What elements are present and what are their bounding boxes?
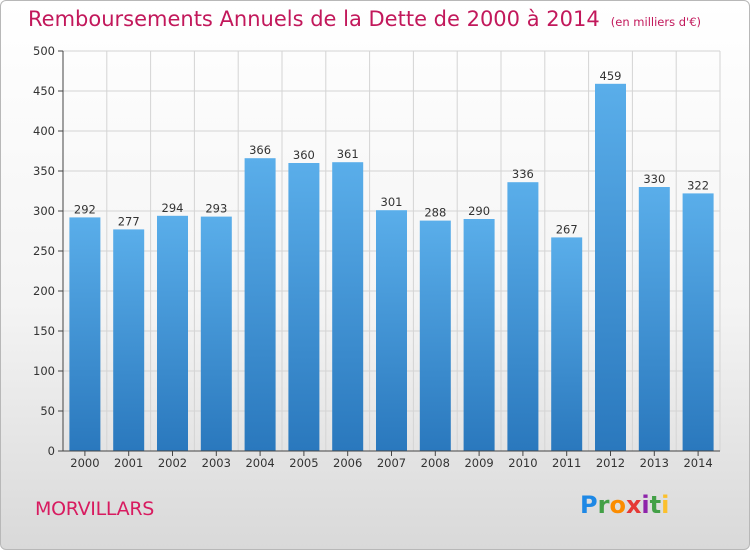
x-tick-label: 2011 [552,456,581,470]
x-tick-label: 2001 [114,456,143,470]
bar-value-label: 330 [643,172,665,186]
axis-layer: 0 50 100 150 200 250 300 350 400 450 500 2000 2001 20… [33,44,720,470]
y-tick-label: 150 [33,324,55,338]
bar-value-label: 267 [556,222,578,236]
bar [157,215,188,451]
bar-value-label: 360 [293,148,315,162]
label-layer: 292 277 294 293 366 360 361 301 288 290 336 267 459 3… [74,69,709,237]
y-tick-label: 0 [48,444,55,458]
bar-value-label: 366 [249,143,271,157]
proxiti-logo[interactable]: Proxiti [580,491,670,519]
x-tick-label: 2014 [683,456,712,470]
bar [595,83,626,452]
bar [376,210,407,451]
bar-value-label: 293 [205,202,227,216]
chart-title: Remboursements Annuels de la Dette de 20… [28,7,600,31]
bar [419,220,451,451]
bar [288,163,320,451]
bar [638,187,670,451]
y-tick-label: 350 [33,164,55,178]
x-tick-label: 2004 [245,456,274,470]
title-row: Remboursements Annuels de la Dette de 20… [28,7,701,31]
bar [244,158,276,451]
x-tick-label: 2006 [333,456,362,470]
y-tick-label: 50 [40,404,55,418]
bar-value-label: 292 [74,202,96,216]
x-tick-label: 2012 [596,456,625,470]
bar-value-label: 288 [424,206,446,220]
y-tick-label: 100 [33,364,55,378]
y-tick-label: 500 [33,44,55,58]
bar-value-label: 294 [162,201,184,215]
bar [332,162,364,451]
bar [551,237,583,451]
bar [682,193,714,451]
x-tick-label: 2008 [421,456,450,470]
bar [200,216,232,451]
bar [507,182,539,451]
y-tick-label: 400 [33,124,55,138]
x-tick-label: 2007 [377,456,406,470]
x-tick-label: 2003 [202,456,231,470]
bar-value-label: 277 [118,214,140,228]
x-tick-label: 2013 [640,456,669,470]
bar-layer [69,83,714,452]
x-tick-label: 2010 [508,456,537,470]
y-tick-label: 250 [33,244,55,258]
bar-value-label: 322 [687,178,709,192]
bar-value-label: 336 [512,167,534,181]
y-tick-label: 300 [33,204,55,218]
commune-name: MORVILLARS [35,498,154,520]
x-tick-label: 2002 [158,456,187,470]
chart-subtitle: (en milliers d'€) [610,15,701,29]
bar [69,217,101,451]
bar [113,229,145,451]
x-tick-label: 2009 [464,456,493,470]
bar-value-label: 301 [381,195,403,209]
bar-value-label: 290 [468,204,490,218]
x-tick-label: 2005 [289,456,318,470]
y-tick-label: 450 [33,84,55,98]
bar [463,219,495,451]
bar-value-label: 459 [600,69,622,83]
x-tick-label: 2000 [70,456,99,470]
y-tick-label: 200 [33,284,55,298]
bar-value-label: 361 [337,147,359,161]
